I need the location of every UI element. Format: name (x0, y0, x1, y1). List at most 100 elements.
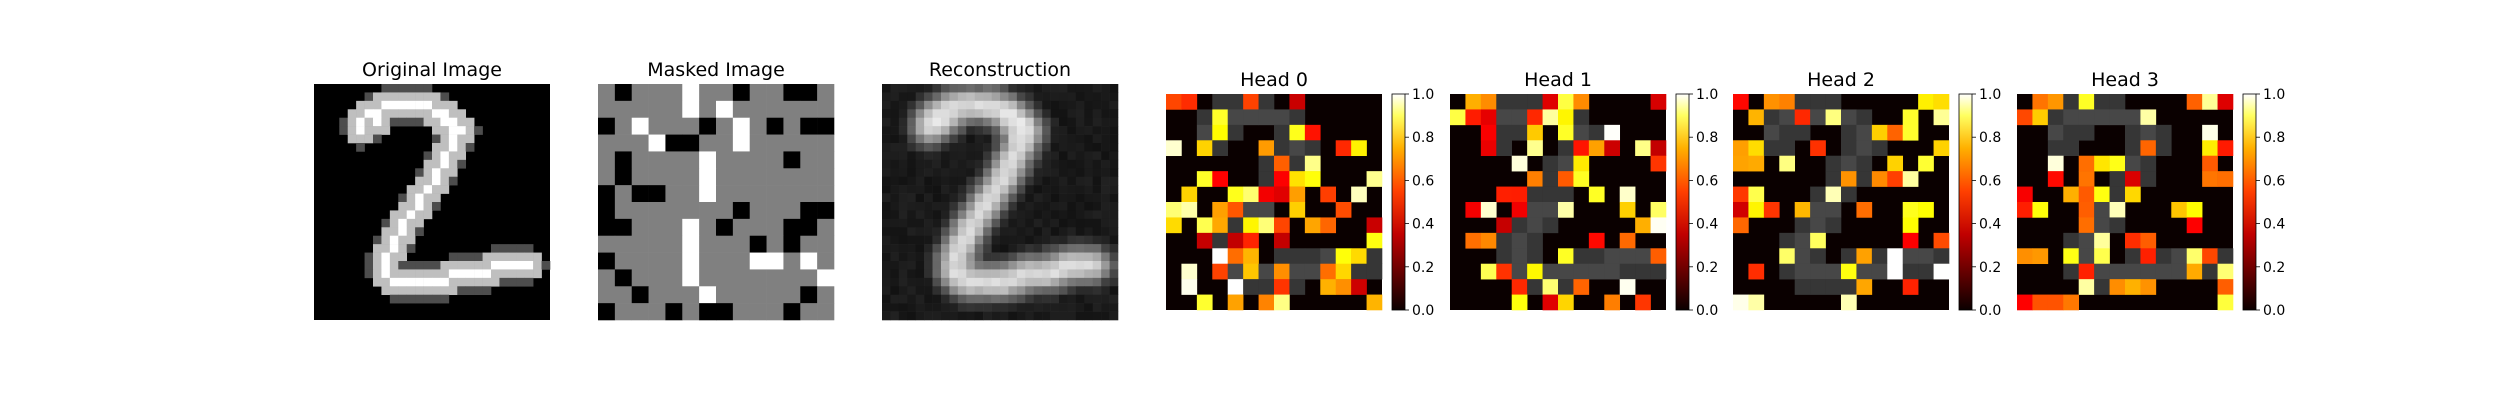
reconstruction-pixel (1050, 244, 1060, 253)
reconstruction-pixel (924, 202, 933, 211)
original-pixel (432, 143, 441, 152)
reconstruction-pixel (1050, 143, 1060, 152)
reconstruction-pixel (915, 109, 925, 119)
attention-cell (1871, 248, 1888, 265)
attention-cell (2109, 155, 2126, 172)
attention-cell (1779, 109, 1796, 126)
attention-cell (1450, 109, 1466, 126)
original-pixel (457, 143, 467, 152)
attention-cell (1480, 140, 1497, 157)
masked-patch (817, 168, 835, 186)
masked-patch (716, 84, 734, 102)
reconstruction-pixel (983, 202, 992, 211)
original-pixel (448, 151, 458, 161)
attention-cell (2078, 202, 2095, 218)
original-pixel (440, 269, 450, 279)
attention-cell (1763, 109, 1780, 126)
reconstruction-pixel (1075, 303, 1085, 312)
visible-patch (716, 303, 734, 321)
attention-cell (1511, 94, 1528, 110)
attention-cell (1289, 248, 1306, 265)
reconstruction-pixel (957, 185, 967, 194)
attention-cell (2202, 140, 2218, 157)
reconstruction-pixel (932, 286, 942, 296)
original-pixel (381, 252, 391, 262)
attention-cell (2217, 263, 2234, 280)
attention-cell (1650, 248, 1667, 265)
original-pixel (448, 143, 458, 152)
reconstruction-pixel (974, 235, 984, 245)
original-pixel (448, 126, 458, 135)
reconstruction-pixel (898, 286, 908, 296)
original-pixel (389, 218, 399, 228)
reconstruction-pixel (1016, 126, 1026, 135)
masked-patch (598, 151, 616, 169)
attention-cell (2017, 109, 2033, 126)
original-pixel (381, 218, 391, 228)
reconstruction-pixel (991, 176, 1001, 186)
original-pixel (389, 269, 399, 279)
attention-cell (1748, 140, 1765, 157)
masked-patch (648, 84, 666, 102)
attention-cell (1304, 217, 1321, 234)
visible-patch (631, 185, 649, 203)
reconstruction-pixel (949, 227, 959, 237)
original-pixel (440, 151, 450, 161)
reconstruction-pixel (890, 92, 900, 102)
attention-cell (1258, 294, 1275, 311)
reconstruction-pixel (941, 92, 950, 102)
reconstruction-pixel (966, 269, 976, 279)
reconstruction-pixel (1109, 159, 1119, 169)
reconstruction-pixel (1016, 252, 1026, 262)
original-pixel (440, 185, 450, 194)
attention-cell (2125, 232, 2141, 249)
reconstruction-pixel (882, 117, 891, 127)
attention-cell (1465, 94, 1482, 110)
original-pixel (457, 159, 467, 169)
reconstruction-pixel (1101, 252, 1110, 262)
original-pixel (423, 117, 433, 127)
reconstruction-pixel (1000, 277, 1009, 287)
reconstruction-pixel (1033, 126, 1043, 135)
reconstruction-pixel (966, 100, 976, 110)
masked-patch (817, 303, 835, 321)
reconstruction-pixel (966, 193, 976, 203)
masked-patch (614, 117, 633, 135)
reconstruction-pixel (949, 269, 959, 279)
reconstruction-pixel (1092, 159, 1102, 169)
attention-cell (1527, 263, 1543, 280)
attention-cell (2094, 155, 2110, 172)
reconstruction-pixel (1025, 311, 1035, 321)
reconstruction-pixel (1033, 269, 1043, 279)
attention-cell (1243, 263, 1259, 280)
head-title: Head 3 (2091, 69, 2159, 91)
reconstruction-pixel (983, 134, 992, 144)
reconstruction-pixel (1092, 252, 1102, 262)
original-pixel (524, 252, 534, 262)
attention-cell (1871, 124, 1888, 141)
attention-cell (1779, 124, 1796, 141)
reconstruction-pixel (1084, 269, 1094, 279)
reconstruction-pixel (1042, 100, 1051, 110)
attention-cell (1763, 140, 1780, 157)
reconstruction-pixel (1000, 109, 1009, 119)
reconstruction-pixel (1101, 109, 1110, 119)
reconstruction-pixel (1059, 227, 1068, 237)
reconstruction-pixel (1042, 193, 1051, 203)
attention-cell (1558, 186, 1574, 203)
original-pixel (474, 269, 483, 279)
reconstruction-pixel (882, 218, 891, 228)
reconstruction-pixel (907, 117, 917, 127)
attention-cell (1902, 263, 1919, 280)
reconstruction-pixel (957, 210, 967, 220)
masked-patch (749, 185, 767, 203)
reconstruction-pixel (1109, 134, 1119, 144)
attention-cell (1480, 263, 1497, 280)
reconstruction-pixel (983, 117, 992, 127)
masked-patch (766, 218, 784, 237)
attention-cell (1825, 109, 1842, 126)
visible-patch (783, 235, 801, 253)
attention-cell (1289, 263, 1306, 280)
masked-patch (699, 84, 717, 102)
original-pixel (364, 92, 374, 102)
